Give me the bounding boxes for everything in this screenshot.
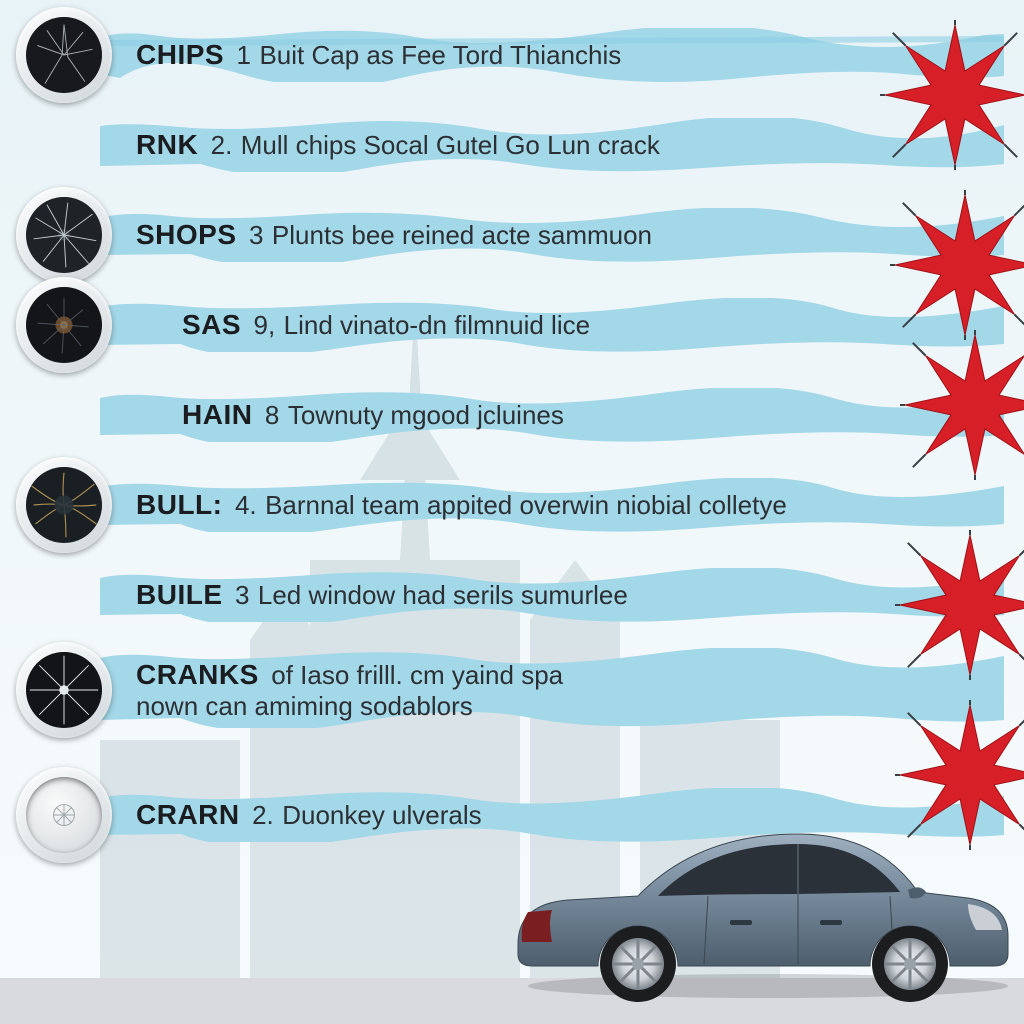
row-desc: Mull chips Socal Gutel Go Lun crack xyxy=(241,130,660,160)
sedan-car-icon xyxy=(498,804,1018,1004)
row-number: 1 xyxy=(237,40,251,70)
row-desc: Lind vinato-dn filmnuid lice xyxy=(284,310,590,340)
row-label: BULL: xyxy=(136,489,222,520)
row-label: RNK xyxy=(136,129,198,160)
row-number: 3 xyxy=(249,220,263,250)
damage-coin-icon xyxy=(16,277,112,373)
list-item: CHIPS 1 Buit Cap as Fee Tord Thianchis xyxy=(0,10,1024,100)
row-desc: Duonkey ulverals xyxy=(282,800,481,830)
list-item: RNK 2. Mull chips Socal Gutel Go Lun cra… xyxy=(0,100,1024,190)
row-desc: Buit Cap as Fee Tord Thianchis xyxy=(259,40,621,70)
impact-burst-icon xyxy=(880,20,1024,170)
row-desc: of Iaso frilll. cm yaind spa xyxy=(271,660,563,690)
row-desc: Barnnal team appited overwin niobial col… xyxy=(265,490,787,520)
row-label: SAS xyxy=(182,309,241,340)
list-item: SAS 9, Lind vinato-dn filmnuid lice xyxy=(0,280,1024,370)
row-number: 3 xyxy=(235,580,249,610)
list-item: SHOPS 3 Plunts bee reined acte sammuon xyxy=(0,190,1024,280)
impact-burst-icon xyxy=(895,530,1024,680)
row-desc: Plunts bee reined acte sammuon xyxy=(272,220,652,250)
damage-coin-icon xyxy=(16,7,112,103)
damage-list: CHIPS 1 Buit Cap as Fee Tord Thianchis R… xyxy=(0,10,1024,860)
damage-coin-icon xyxy=(16,767,112,863)
row-number: 8 xyxy=(265,400,279,430)
row-label: CRANKS xyxy=(136,659,259,690)
row-desc: Led window had serils sumurlee xyxy=(258,580,628,610)
row-number: 2. xyxy=(252,800,274,830)
impact-burst-icon xyxy=(900,330,1024,480)
damage-coin-icon xyxy=(16,187,112,283)
list-item: BULL: 4. Barnnal team appited overwin ni… xyxy=(0,460,1024,550)
impact-burst-icon xyxy=(890,190,1024,340)
list-item: CRANKS of Iaso frilll. cm yaind spa nown… xyxy=(0,640,1024,740)
damage-coin-icon xyxy=(16,457,112,553)
row-number: 4. xyxy=(235,490,257,520)
row-label: BUILE xyxy=(136,579,223,610)
list-item: HAIN 8 Townuty mgood jcluines xyxy=(0,370,1024,460)
row-label: CHIPS xyxy=(136,39,224,70)
row-desc-line2: nown can amiming sodablors xyxy=(136,691,844,722)
row-label: HAIN xyxy=(182,399,252,430)
row-number: 9, xyxy=(254,310,276,340)
row-desc: Townuty mgood jcluines xyxy=(288,400,564,430)
row-number: 2. xyxy=(211,130,233,160)
list-item: BUILE 3 Led window had serils sumurlee xyxy=(0,550,1024,640)
row-label: SHOPS xyxy=(136,219,237,250)
damage-coin-icon xyxy=(16,642,112,738)
row-label: CRARN xyxy=(136,799,240,830)
